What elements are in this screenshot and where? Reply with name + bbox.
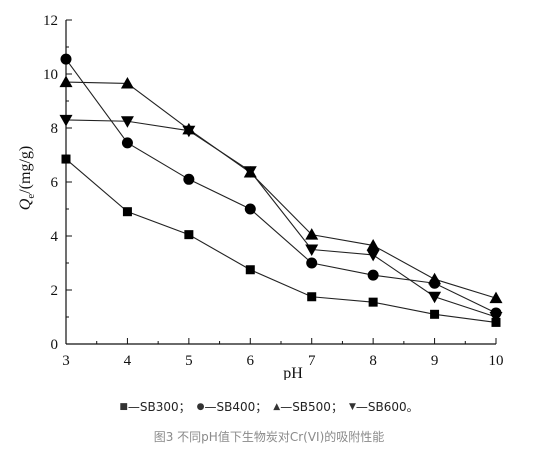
series-line-sb400 xyxy=(65,58,497,314)
data-point-sb500 xyxy=(366,238,380,251)
data-point-sb500 xyxy=(428,272,442,285)
x-tick-label: 4 xyxy=(124,353,132,369)
chart-series-lines xyxy=(65,58,497,323)
data-point-sb500 xyxy=(120,76,134,89)
data-point-sb300 xyxy=(430,309,440,319)
data-point-sb600 xyxy=(305,244,319,256)
data-point-sb300 xyxy=(184,230,194,240)
x-tick-label: 7 xyxy=(308,353,316,369)
y-tick-label: 8 xyxy=(51,121,59,137)
data-point-sb300 xyxy=(61,154,71,164)
y-tick-label: 10 xyxy=(43,67,58,83)
data-point-sb400 xyxy=(306,257,318,269)
data-point-sb500 xyxy=(305,228,319,240)
data-point-sb300 xyxy=(122,207,132,217)
data-point-sb400 xyxy=(121,137,133,149)
legend-label: —SB600。 xyxy=(355,400,419,414)
data-point-sb400 xyxy=(367,269,379,281)
y-tick-label: 4 xyxy=(51,229,59,245)
data-point-sb600 xyxy=(428,291,442,304)
legend-item: ●—SB400； xyxy=(197,400,268,414)
y-axis-label-unit: /(mg/g) xyxy=(17,146,34,194)
legend-item: ▲—SB500； xyxy=(273,400,343,414)
legend-item: ■—SB300； xyxy=(119,400,190,414)
x-tick-label: 8 xyxy=(369,353,377,369)
data-point-sb600 xyxy=(182,125,196,138)
data-point-sb400 xyxy=(60,53,72,65)
data-point-sb600 xyxy=(489,312,503,324)
data-point-sb500 xyxy=(59,75,73,88)
figure-caption: 图3 不同pH值下生物炭对Cr(VI)的吸附性能 xyxy=(153,430,385,444)
data-point-sb600 xyxy=(120,116,134,128)
y-tick-label: 12 xyxy=(43,13,58,29)
legend-marker-icon: ■ xyxy=(119,402,128,412)
data-point-sb600 xyxy=(366,249,380,262)
series-line-sb300 xyxy=(65,158,497,323)
x-tick-label: 3 xyxy=(62,353,70,369)
legend-marker-icon: ● xyxy=(196,402,205,412)
series-line-sb500 xyxy=(65,81,497,299)
legend: ■—SB300； ●—SB400； ▲—SB500； ▼—SB600。 xyxy=(0,398,538,415)
data-point-sb300 xyxy=(245,265,255,275)
data-point-sb600 xyxy=(243,166,257,178)
x-tick-label: 10 xyxy=(489,353,504,369)
y-tick-label: 2 xyxy=(51,283,59,299)
data-point-sb300 xyxy=(307,292,317,302)
data-point-sb600 xyxy=(59,114,73,127)
chart-figure: 0 2 4 6 8 10 12 3 4 5 6 7 8 9 10 pH Qe/(mg/g) xyxy=(17,13,504,380)
legend-label: —SB300； xyxy=(127,400,191,414)
x-tick-label: 5 xyxy=(185,353,193,369)
data-point-sb500 xyxy=(489,291,503,304)
chart-axes: 0 2 4 6 8 10 12 3 4 5 6 7 8 9 10 xyxy=(43,13,504,369)
y-tick-label: 6 xyxy=(51,175,59,191)
legend-item: ▼—SB600。 xyxy=(349,400,419,414)
legend-marker-icon: ▼ xyxy=(348,402,356,412)
legend-label: —SB400； xyxy=(204,400,268,414)
series-line-sb600 xyxy=(65,119,497,318)
y-axis-label-symbol: Q xyxy=(17,198,34,210)
legend-marker-icon: ▲ xyxy=(273,402,281,412)
data-point-sb300 xyxy=(368,297,378,307)
chart-series-markers xyxy=(59,53,503,327)
data-point-sb400 xyxy=(183,173,195,185)
data-point-sb400 xyxy=(244,203,256,215)
x-tick-label: 9 xyxy=(431,353,439,369)
legend-label: —SB500； xyxy=(280,400,343,414)
x-tick-label: 6 xyxy=(247,353,255,369)
y-axis-label: Qe/(mg/g) xyxy=(17,146,37,210)
y-tick-label: 0 xyxy=(51,337,59,353)
y-axis-label-subscript: e xyxy=(25,194,37,199)
x-axis-label: pH xyxy=(283,365,303,380)
